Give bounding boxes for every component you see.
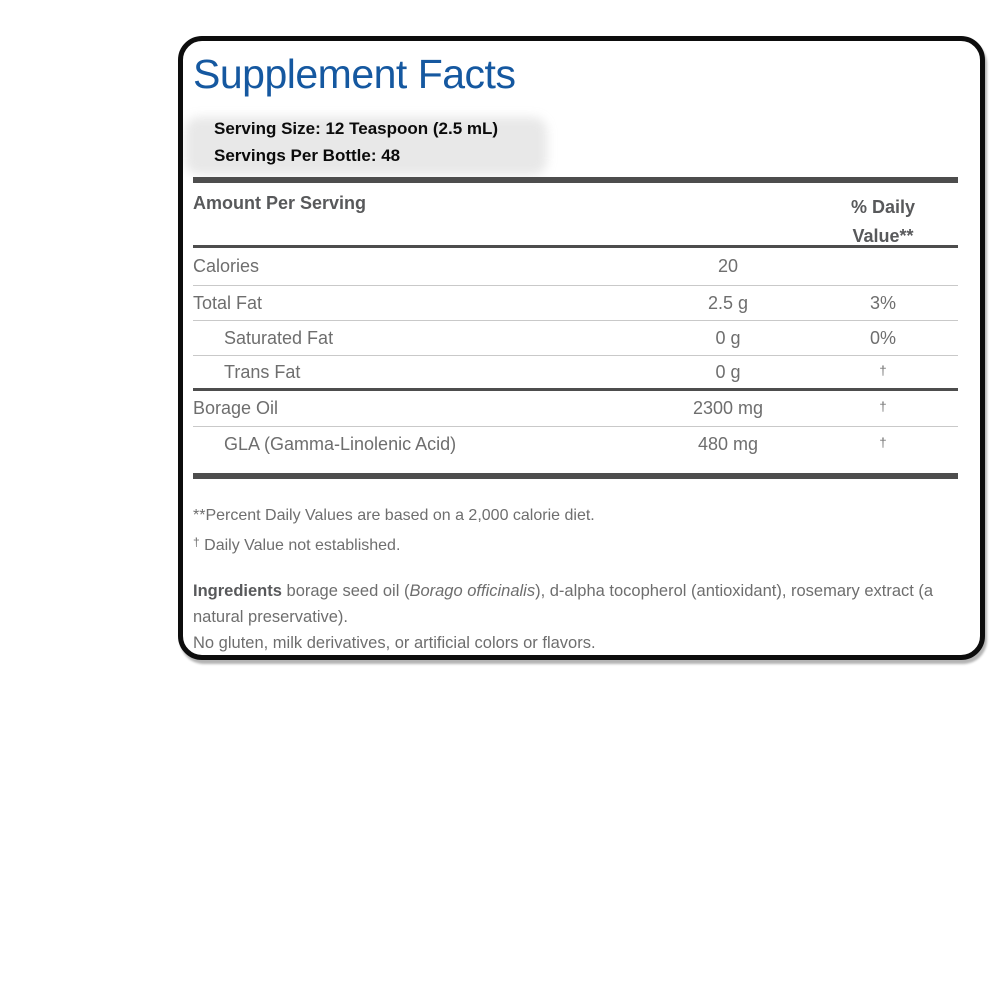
nutrient-amount: 2.5 g (707, 292, 749, 313)
amount-per-serving-header: Amount Per Serving (193, 193, 367, 213)
nutrient-amount: 0 g (715, 361, 741, 382)
panel-content: Supplement Facts Serving Size: 12 Teaspo… (183, 41, 980, 655)
allergen-claims-line: No gluten, milk derivatives, or artifici… (193, 634, 596, 652)
daily-value-header: % Daily Value** (808, 193, 958, 251)
table-row-gla: GLA (Gamma-Linolenic Acid) 480 mg † (193, 427, 958, 462)
percent-dv-footnote: **Percent Daily Values are based on a 2,… (193, 507, 595, 524)
table-row-calories: Calories 20 (193, 248, 958, 286)
nutrient-amount: 20 (717, 256, 739, 276)
nutrient-name: Calories (193, 256, 260, 276)
table-header-rule (193, 245, 958, 248)
nutrient-name: Borage Oil (193, 398, 279, 418)
nutrient-name: Total Fat (193, 292, 263, 313)
table-row-borage-oil: Borage Oil 2300 mg † (193, 391, 958, 427)
nutrient-daily-value: † (879, 399, 887, 414)
table-row-saturated-fat: Saturated Fat 0 g 0% (193, 321, 958, 356)
table-row-total-fat: Total Fat 2.5 g 3% (193, 286, 958, 321)
background-smudge (185, 117, 547, 175)
nutrient-daily-value: 3% (869, 292, 896, 313)
panel-title: Supplement Facts (193, 51, 516, 97)
ingredients-paragraph: Ingredients borage seed oil (Borago offi… (193, 578, 971, 630)
nutrient-amount: 2300 mg (692, 398, 764, 418)
dagger-footnote-text: Daily Value not established. (199, 537, 401, 554)
footnotes: **Percent Daily Values are based on a 2,… (193, 503, 595, 559)
table-top-rule (193, 177, 958, 183)
nutrient-daily-value: † (879, 435, 887, 450)
nutrient-name: GLA (Gamma-Linolenic Acid) (224, 434, 457, 454)
ingredients-text-2: ), d-alpha tocopherol (antioxidant), ros… (193, 582, 934, 626)
serving-info: Serving Size: 12 Teaspoon (2.5 mL) Servi… (214, 115, 498, 169)
serving-size-line: Serving Size: 12 Teaspoon (2.5 mL) (214, 119, 499, 138)
servings-per-bottle-line: Servings Per Bottle: 48 (214, 146, 401, 165)
nutrition-table: Amount Per Serving % Daily Value** Calor… (193, 177, 958, 479)
nutrient-amount: 480 mg (697, 434, 759, 454)
ingredients-latin-name: Borago officinalis (409, 582, 536, 600)
ingredients-label: Ingredients (193, 582, 282, 600)
nutrient-amount: 0 g (715, 327, 741, 348)
dagger-footnote: † Daily Value not established. (193, 529, 595, 559)
table-row-trans-fat: Trans Fat 0 g † (193, 356, 958, 391)
nutrient-name: Trans Fat (224, 361, 301, 382)
table-header-row: Amount Per Serving % Daily Value** (193, 183, 958, 246)
ingredients-text-1: borage seed oil ( (281, 582, 410, 600)
dagger-symbol: † (193, 535, 200, 549)
daily-value-header-line2: Value** (852, 226, 914, 246)
nutrient-daily-value: 0% (869, 327, 896, 348)
ingredients-section: Ingredients borage seed oil (Borago offi… (193, 578, 971, 655)
supplement-facts-panel: Supplement Facts Serving Size: 12 Teaspo… (178, 36, 985, 660)
daily-value-header-line1: % Daily (850, 197, 916, 217)
nutrient-name: Saturated Fat (224, 327, 334, 348)
nutrient-daily-value: † (879, 362, 887, 378)
table-bottom-rule (193, 473, 958, 479)
